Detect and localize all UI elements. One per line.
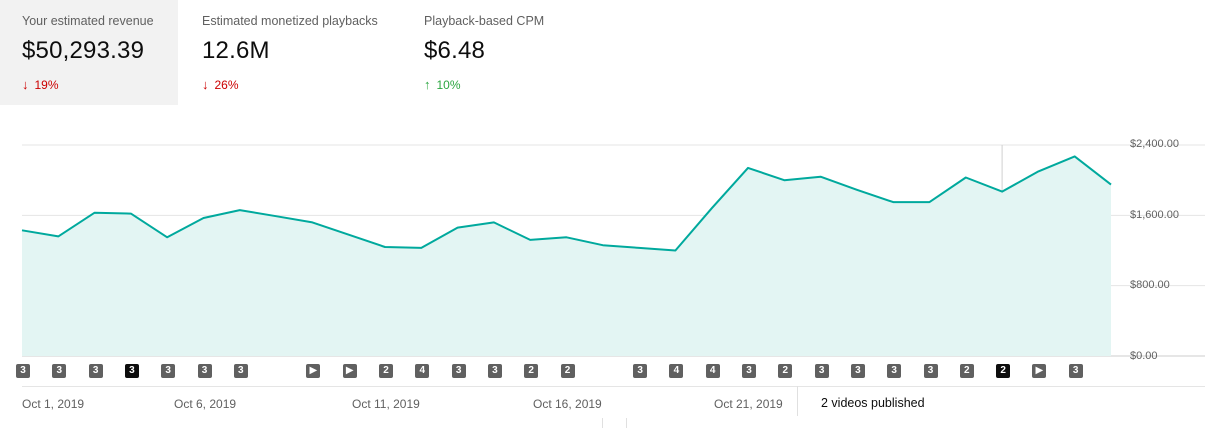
video-play-marker[interactable]: ▶ bbox=[306, 364, 321, 378]
video-count-marker[interactable]: 3 bbox=[1068, 364, 1083, 378]
data-point bbox=[887, 196, 899, 208]
video-count-marker[interactable]: 3 bbox=[52, 364, 67, 378]
data-point bbox=[706, 202, 718, 214]
video-count-marker[interactable]: 2 bbox=[379, 364, 393, 378]
metric-value: $50,293.39 bbox=[22, 37, 145, 64]
video-count-marker[interactable]: 3 bbox=[633, 364, 648, 378]
metric-delta: ↓ 26% bbox=[202, 77, 401, 92]
data-point bbox=[1069, 150, 1081, 162]
data-point bbox=[924, 196, 936, 208]
video-count-marker[interactable]: 3 bbox=[923, 364, 938, 378]
x-tick-label: Oct 6, 2019 bbox=[174, 397, 237, 411]
metric-delta-value: 19% bbox=[34, 77, 59, 92]
video-count-marker[interactable]: 3 bbox=[814, 364, 829, 378]
video-count-marker[interactable]: 3 bbox=[742, 364, 756, 378]
data-point bbox=[524, 234, 536, 246]
series-area bbox=[22, 156, 1111, 356]
data-point bbox=[52, 230, 64, 242]
video-count-marker[interactable]: 3 bbox=[487, 364, 502, 378]
data-point bbox=[960, 172, 972, 184]
metric-card-monetized-playbacks[interactable]: Estimated monetized playbacks 12.6M ↓ 26… bbox=[178, 0, 401, 105]
y-tick-label: $2,400.00 bbox=[1130, 138, 1179, 150]
metric-card-revenue[interactable]: Your estimated revenue $50,293.39 ↓ 19% bbox=[0, 0, 178, 105]
video-count-marker[interactable]: 3 bbox=[887, 364, 902, 378]
video-play-marker[interactable]: ▶ bbox=[342, 364, 357, 378]
scroll-tick bbox=[626, 418, 627, 428]
data-point bbox=[270, 210, 282, 222]
data-point bbox=[16, 224, 28, 236]
series-line bbox=[21, 155, 1112, 252]
data-point bbox=[1032, 165, 1044, 177]
x-tick-label: Oct 11, 2019 bbox=[352, 397, 420, 411]
metric-value: $6.48 bbox=[424, 37, 486, 64]
data-point bbox=[815, 171, 827, 183]
data-point bbox=[1105, 179, 1117, 191]
x-tick-label: Oct 21, 2019 bbox=[714, 397, 783, 411]
video-count-marker[interactable]: 3 bbox=[124, 364, 139, 378]
data-point bbox=[161, 231, 173, 243]
metric-label: Estimated monetized playbacks bbox=[202, 14, 378, 28]
metric-card-cpm[interactable]: Playback-based CPM $6.48 ↑ 10% bbox=[401, 0, 601, 105]
data-point bbox=[778, 174, 790, 186]
metric-delta: ↓ 19% bbox=[22, 77, 178, 92]
data-point bbox=[996, 186, 1008, 198]
video-count-marker[interactable]: 2 bbox=[778, 364, 793, 378]
data-point bbox=[669, 245, 681, 257]
metric-delta: ↑ 10% bbox=[424, 77, 601, 92]
metric-value: 12.6M bbox=[202, 37, 270, 64]
metric-delta-value: 26% bbox=[214, 77, 239, 92]
data-point bbox=[306, 216, 318, 228]
video-count-marker[interactable]: 3 bbox=[451, 364, 466, 378]
arrow-down-icon: ↓ bbox=[22, 77, 29, 92]
data-point bbox=[742, 162, 754, 174]
metric-label: Your estimated revenue bbox=[22, 14, 154, 28]
data-point bbox=[851, 184, 863, 196]
data-point bbox=[452, 222, 464, 234]
video-count-marker[interactable]: 4 bbox=[669, 364, 684, 378]
video-play-marker[interactable]: ▶ bbox=[1032, 364, 1047, 378]
video-count-marker[interactable]: 2 bbox=[996, 364, 1011, 378]
scroll-tick bbox=[602, 418, 603, 428]
video-count-marker[interactable]: 2 bbox=[959, 364, 974, 378]
data-point bbox=[488, 216, 500, 228]
y-tick-label: $800.00 bbox=[1130, 279, 1170, 291]
data-point bbox=[125, 208, 137, 220]
data-point bbox=[89, 207, 101, 219]
y-tick-label: $1,600.00 bbox=[1130, 209, 1179, 221]
data-point bbox=[343, 229, 355, 241]
video-count-marker[interactable]: 3 bbox=[88, 364, 103, 378]
x-tick-label: Oct 16, 2019 bbox=[533, 397, 602, 411]
metric-label: Playback-based CPM bbox=[424, 14, 545, 28]
video-count-marker[interactable]: 3 bbox=[197, 364, 212, 378]
y-tick-label: $0.00 bbox=[1130, 350, 1158, 362]
video-count-marker[interactable]: 2 bbox=[524, 364, 539, 378]
video-count-marker[interactable]: 3 bbox=[161, 364, 176, 378]
video-count-marker[interactable]: 4 bbox=[705, 364, 720, 378]
data-point bbox=[198, 212, 210, 224]
arrow-up-icon: ↑ bbox=[424, 77, 431, 92]
video-count-marker[interactable]: 2 bbox=[560, 364, 575, 378]
video-count-marker[interactable]: 3 bbox=[233, 364, 248, 378]
video-count-marker[interactable]: 3 bbox=[850, 364, 865, 378]
data-point bbox=[597, 239, 609, 251]
data-point bbox=[234, 204, 246, 216]
data-point bbox=[561, 231, 573, 243]
video-count-marker[interactable]: 4 bbox=[415, 364, 430, 378]
videos-published-label[interactable]: 2 videos published bbox=[797, 386, 925, 416]
arrow-down-icon: ↓ bbox=[202, 77, 209, 92]
metric-cards: Your estimated revenue $50,293.39 ↓ 19% … bbox=[0, 0, 601, 105]
data-point bbox=[415, 242, 427, 254]
video-count-marker[interactable]: 3 bbox=[16, 364, 30, 378]
metric-delta-value: 10% bbox=[436, 77, 461, 92]
data-point bbox=[633, 242, 645, 254]
x-tick-label: Oct 1, 2019 bbox=[22, 397, 85, 411]
data-point bbox=[379, 241, 391, 253]
